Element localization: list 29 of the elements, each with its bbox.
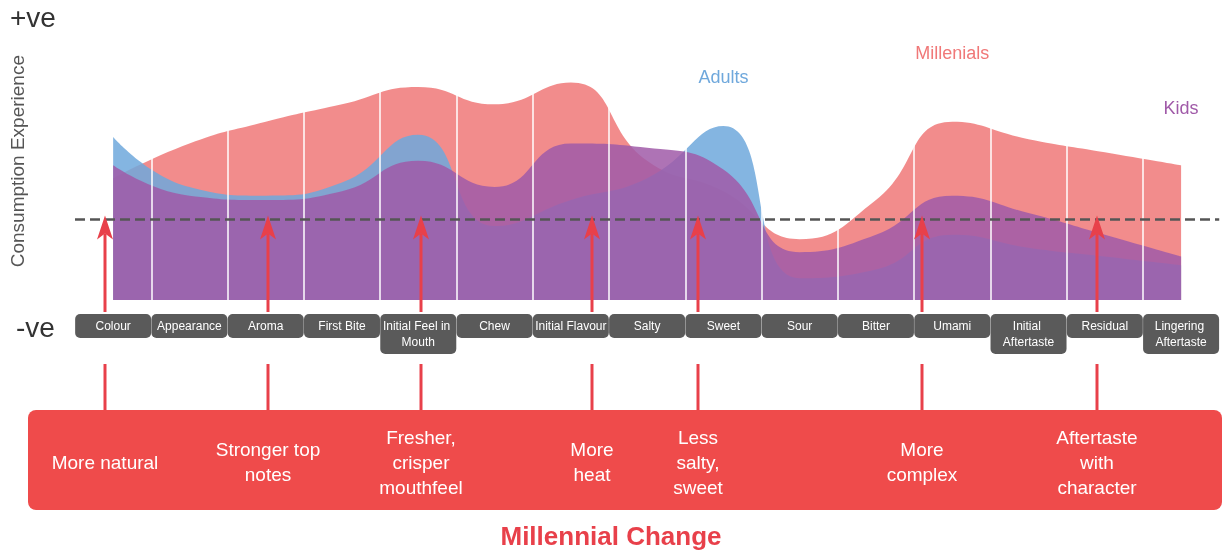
x-tick-label: Appearance: [157, 319, 223, 333]
x-tick-label: Aroma: [248, 319, 284, 333]
x-tick-label: Initial Flavour: [535, 319, 607, 333]
x-tick-label: Chew: [479, 319, 511, 333]
x-tick-label: Salty: [633, 319, 661, 333]
text: More heat: [569, 438, 615, 487]
text: More natural: [50, 450, 160, 475]
text: Less salty, sweet: [672, 425, 724, 500]
x-tick-label: Bitter: [861, 319, 890, 333]
x-tick-label: Lingering Aftertaste: [1154, 319, 1208, 349]
text: Aftertaste with character: [1055, 425, 1139, 500]
text: Stronger top notes: [214, 438, 322, 487]
text: Millennial Change: [500, 521, 722, 551]
text: Kids: [1163, 97, 1199, 118]
y-axis-title: Consumption Experience: [7, 54, 28, 268]
x-tick-label: First Bite: [318, 319, 366, 333]
x-tick-label: Initial Feel in Mouth: [382, 319, 454, 349]
text: More complex: [885, 438, 959, 487]
x-tick-label: Residual: [1081, 319, 1129, 333]
text: -ve: [16, 312, 55, 344]
text: +ve: [10, 2, 56, 34]
text: Fresher, crisper mouthfeel: [378, 425, 464, 500]
x-tick-label: Colour: [95, 319, 131, 333]
x-tick-label: Sour: [787, 319, 813, 333]
x-tick-label: Umami: [933, 319, 972, 333]
text: Adults: [698, 67, 749, 88]
x-tick-label: Sweet: [706, 319, 741, 333]
x-tick-label: Initial Aftertaste: [1002, 319, 1055, 349]
text: Millenials: [915, 42, 990, 63]
